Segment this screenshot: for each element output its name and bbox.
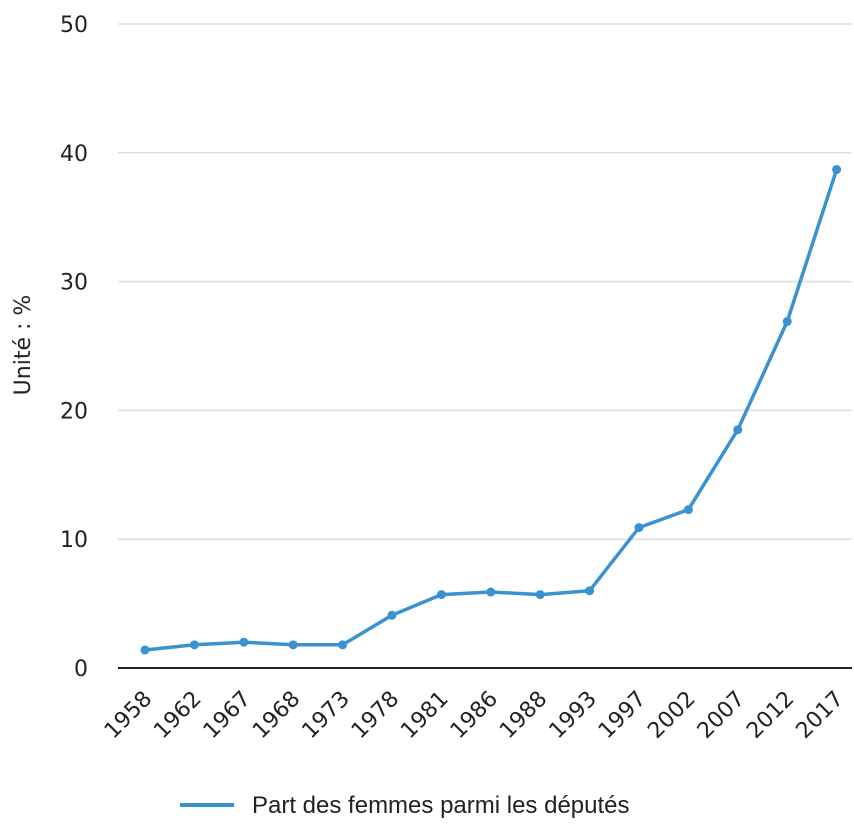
data-point[interactable] — [288, 640, 298, 650]
x-tick-label: 1967 — [199, 687, 256, 744]
y-axis-title: Unité : % — [11, 295, 36, 396]
y-tick-label: 0 — [74, 657, 88, 682]
y-tick-label: 20 — [60, 399, 88, 424]
data-point[interactable] — [535, 590, 545, 600]
data-points — [140, 165, 842, 655]
legend[interactable]: Part des femmes parmi les députés — [180, 792, 630, 819]
x-tick-label: 1958 — [100, 687, 157, 744]
legend-label: Part des femmes parmi les députés — [252, 792, 630, 819]
y-tick-label: 10 — [60, 528, 88, 553]
data-point[interactable] — [832, 165, 842, 175]
y-tick-labels: 0 10 20 30 40 50 — [60, 13, 88, 682]
x-tick-label: 1968 — [248, 687, 305, 744]
data-point[interactable] — [436, 590, 446, 600]
y-tick-label: 40 — [60, 142, 88, 167]
x-tick-label: 2007 — [693, 687, 750, 744]
x-tick-label: 1973 — [298, 687, 355, 744]
data-point[interactable] — [782, 317, 792, 327]
data-point[interactable] — [189, 640, 199, 650]
data-point[interactable] — [338, 640, 348, 650]
x-tick-label: 1986 — [446, 687, 503, 744]
x-tick-label: 1993 — [545, 687, 602, 744]
x-tick-label: 1988 — [495, 687, 552, 744]
x-tick-label: 1962 — [149, 687, 206, 744]
data-point[interactable] — [634, 523, 644, 533]
x-tick-labels: 1958196219671968197319781981198619881993… — [100, 687, 849, 744]
x-tick-label: 2002 — [643, 687, 700, 744]
data-point[interactable] — [140, 645, 150, 655]
x-tick-label: 1978 — [347, 687, 404, 744]
x-tick-label: 1981 — [396, 687, 453, 744]
y-tick-label: 50 — [60, 13, 88, 38]
x-tick-label: 2012 — [742, 687, 799, 744]
y-tick-label: 30 — [60, 271, 88, 296]
data-point[interactable] — [683, 505, 693, 515]
x-tick-label: 2017 — [792, 687, 849, 744]
data-point[interactable] — [733, 425, 743, 435]
data-point[interactable] — [239, 637, 249, 647]
data-point[interactable] — [486, 587, 496, 597]
data-point[interactable] — [387, 610, 397, 620]
grid-lines — [118, 23, 852, 540]
x-tick-label: 1997 — [594, 687, 651, 744]
data-point[interactable] — [585, 586, 595, 596]
